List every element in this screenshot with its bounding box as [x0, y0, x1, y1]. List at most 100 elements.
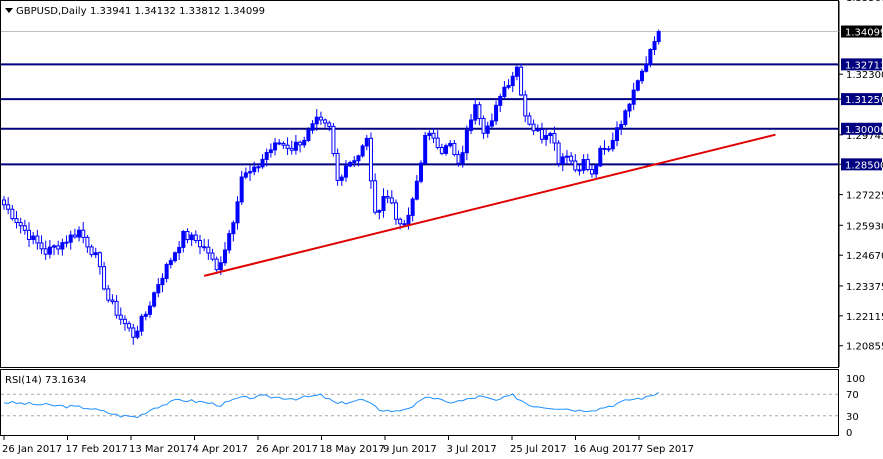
candle — [139, 313, 144, 336]
candle — [202, 238, 207, 252]
candle-body — [318, 116, 323, 121]
candle — [640, 68, 645, 85]
candle-body — [564, 155, 569, 158]
candle — [360, 144, 365, 158]
candle-body — [414, 180, 419, 200]
horizontal-levels — [1, 31, 839, 166]
price-tag: 1.34099 — [841, 25, 883, 39]
candle — [419, 160, 423, 184]
time-tick-label: 16 Aug 2017 — [574, 444, 638, 455]
candle — [494, 100, 499, 126]
candle — [506, 79, 511, 90]
candle-body — [556, 142, 561, 165]
candle-body — [406, 214, 411, 225]
candle — [206, 239, 211, 260]
candle-body — [47, 246, 52, 255]
candle — [619, 120, 624, 135]
candle — [143, 311, 148, 321]
candle-body — [81, 229, 86, 238]
candle-body — [419, 162, 423, 182]
candle — [544, 129, 549, 146]
candle — [289, 140, 294, 155]
candle — [539, 122, 544, 144]
candle — [2, 196, 6, 210]
candle — [573, 154, 578, 173]
dropdown-triangle-icon[interactable] — [5, 8, 13, 13]
candle-body — [160, 277, 165, 286]
candle — [348, 160, 353, 168]
candle-body — [377, 210, 382, 213]
candle-body — [381, 196, 386, 212]
candle-body — [168, 260, 173, 266]
candle — [31, 231, 36, 245]
rsi-line — [3, 392, 659, 419]
candle-body — [97, 252, 102, 268]
candle — [298, 140, 303, 153]
candle-body — [243, 172, 248, 178]
candle-body — [314, 116, 319, 125]
candle-body — [256, 166, 261, 169]
candle — [594, 164, 599, 179]
price-tick-label: 1.27225 — [846, 191, 883, 202]
candle-body — [248, 171, 253, 174]
candle — [293, 134, 298, 155]
candle-body — [210, 252, 215, 260]
candle — [656, 29, 661, 45]
time-tick-label: 9 Jun 2017 — [383, 444, 437, 455]
candle — [489, 113, 494, 128]
candle-body — [43, 248, 48, 255]
candle — [52, 244, 57, 256]
candle-body — [35, 235, 40, 244]
candle — [331, 123, 336, 157]
candle — [60, 238, 65, 256]
candle — [318, 111, 323, 125]
candle — [114, 295, 119, 319]
candle-body — [239, 176, 244, 203]
candle-body — [331, 125, 336, 155]
candle-body — [310, 123, 315, 131]
candle-body — [423, 134, 428, 164]
candle-body — [602, 147, 607, 150]
candle — [560, 153, 565, 172]
candle — [598, 145, 603, 168]
time-tick-label: 17 Feb 2017 — [66, 444, 128, 455]
candle — [14, 211, 19, 229]
candle-body — [343, 165, 348, 178]
candle — [172, 251, 177, 263]
candle-body — [460, 152, 465, 164]
candle-body — [606, 148, 611, 151]
candle-body — [481, 117, 486, 134]
candle-body — [306, 129, 311, 141]
candle — [239, 170, 244, 206]
candle-body — [410, 198, 415, 216]
price-tick-label: 1.24670 — [846, 251, 883, 262]
candle-body — [214, 258, 219, 271]
candle — [223, 241, 228, 266]
candle-body — [260, 158, 265, 168]
price-tag: 1.28500 — [841, 158, 883, 171]
candle-body — [510, 75, 515, 87]
candle — [556, 140, 561, 167]
price-tick-label: 1.20855 — [846, 342, 883, 353]
candle — [97, 251, 102, 275]
time-axis: 26 Jan 2017 17 Feb 2017 13 Mar 2017 4 Apr 2… — [2, 436, 694, 455]
candle-body — [227, 233, 232, 251]
candle — [181, 230, 186, 253]
candle — [6, 197, 11, 215]
candle-body — [352, 160, 357, 164]
candle-body — [502, 86, 507, 98]
trendline[interactable] — [203, 133, 776, 277]
candle — [610, 132, 615, 152]
time-tick-label: 13 Mar 2017 — [129, 444, 192, 455]
candle-body — [268, 149, 273, 154]
candle — [427, 130, 432, 141]
candle — [623, 109, 628, 127]
candle-body — [289, 147, 294, 151]
rsi-tick-label: 0 — [846, 428, 852, 439]
candle-body — [235, 201, 240, 224]
candle-body — [598, 147, 603, 167]
candle — [177, 241, 182, 260]
candle-body — [114, 301, 119, 316]
candle-body — [548, 132, 553, 137]
